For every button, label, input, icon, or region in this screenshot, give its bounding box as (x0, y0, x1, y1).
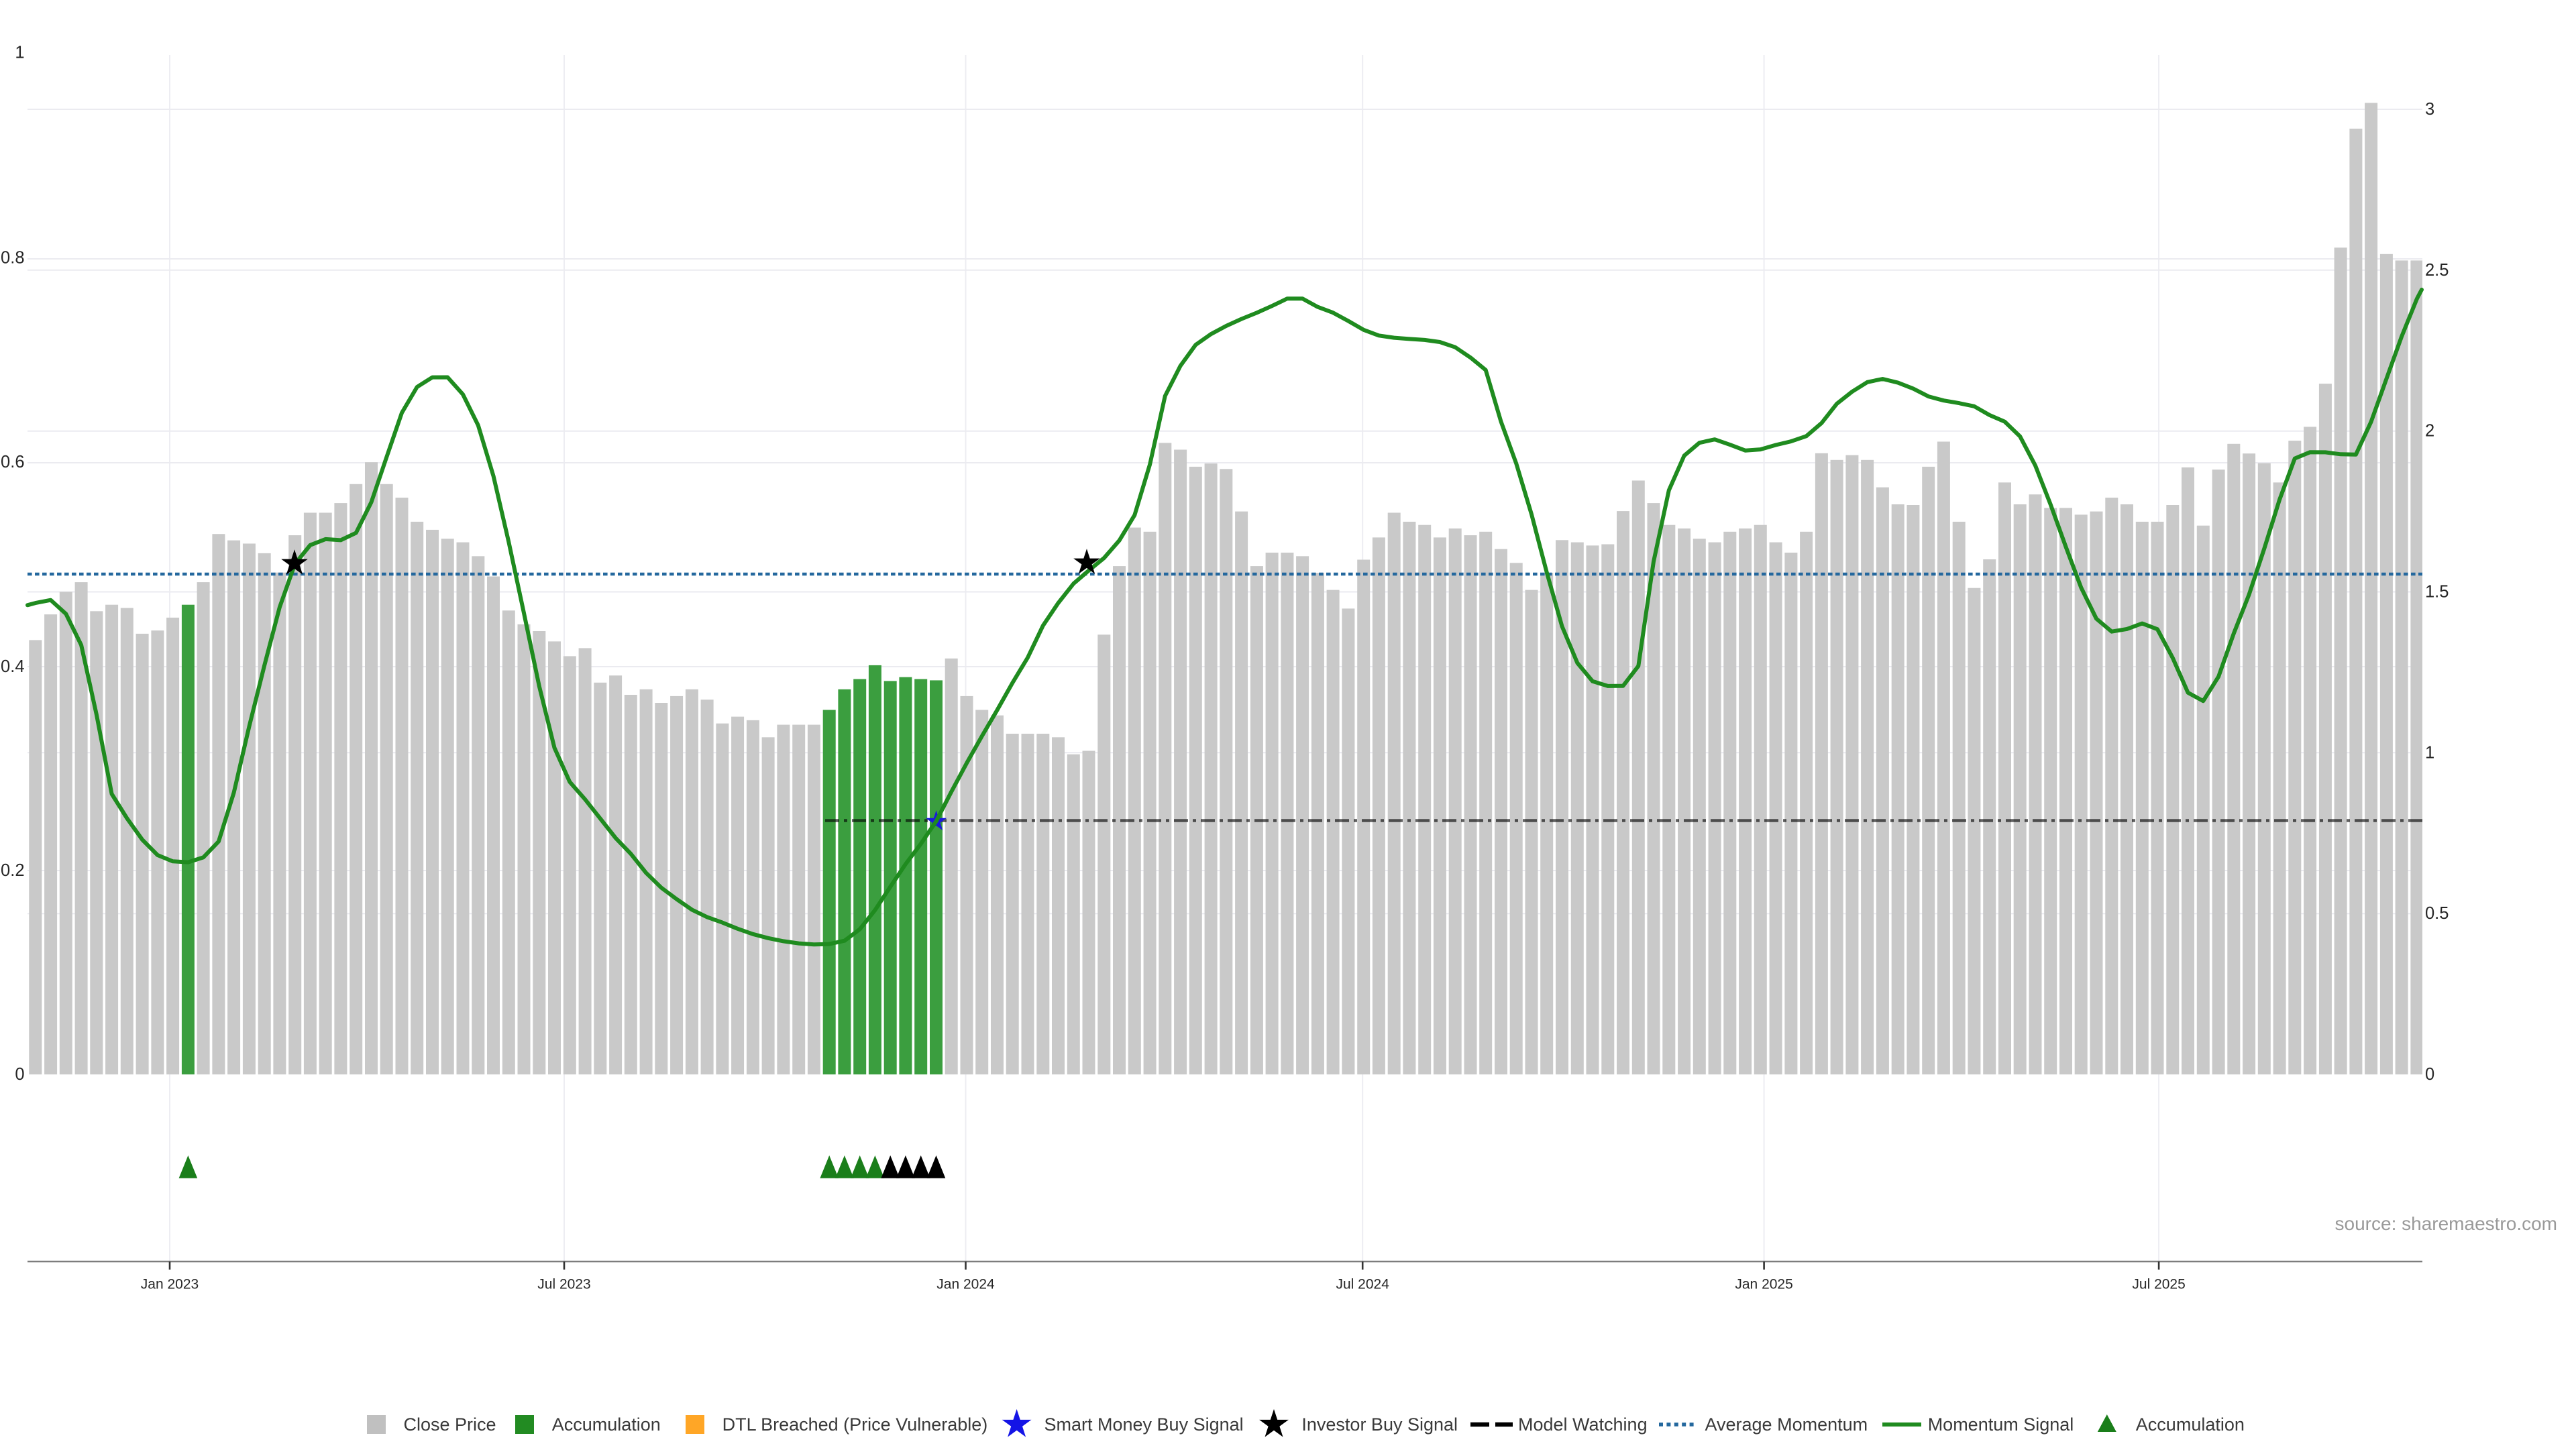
svg-text:Close Price: Close Price (404, 1414, 496, 1435)
svg-text:3: 3 (2425, 100, 2434, 119)
svg-text:0.5: 0.5 (2425, 904, 2449, 923)
svg-text:Model Watching: Model Watching (1518, 1414, 1648, 1435)
svg-text:Jan 2024: Jan 2024 (936, 1277, 995, 1292)
svg-text:2: 2 (2425, 422, 2434, 441)
svg-text:1: 1 (2425, 743, 2434, 762)
svg-text:Smart Money Buy Signal: Smart Money Buy Signal (1044, 1414, 1244, 1435)
svg-text:Jan 2025: Jan 2025 (1735, 1277, 1792, 1292)
svg-text:0.8: 0.8 (1, 249, 24, 268)
svg-text:0.4: 0.4 (1, 657, 24, 676)
svg-text:source: sharemaestro.com: source: sharemaestro.com (2335, 1213, 2557, 1234)
svg-text:Accumulation: Accumulation (2136, 1414, 2245, 1435)
svg-text:Jul 2024: Jul 2024 (1336, 1277, 1389, 1292)
svg-text:Average Momentum: Average Momentum (1705, 1414, 1868, 1435)
svg-text:1: 1 (15, 44, 24, 62)
svg-text:0: 0 (2425, 1065, 2434, 1084)
svg-text:Investor Buy Signal: Investor Buy Signal (1301, 1414, 1458, 1435)
svg-text:Momentum Signal: Momentum Signal (1928, 1414, 2074, 1435)
svg-text:Jul 2023: Jul 2023 (537, 1277, 590, 1292)
svg-text:1.5: 1.5 (2425, 583, 2449, 602)
svg-text:0.2: 0.2 (1, 861, 24, 880)
svg-text:0.6: 0.6 (1, 453, 24, 471)
svg-text:Jul 2025: Jul 2025 (2132, 1277, 2185, 1292)
svg-text:2.5: 2.5 (2425, 261, 2449, 280)
svg-text:0: 0 (15, 1065, 24, 1084)
svg-text:Accumulation: Accumulation (552, 1414, 661, 1435)
svg-text:Jan 2023: Jan 2023 (141, 1277, 199, 1292)
svg-text:DTL Breached (Price Vulnerable: DTL Breached (Price Vulnerable) (722, 1414, 988, 1435)
